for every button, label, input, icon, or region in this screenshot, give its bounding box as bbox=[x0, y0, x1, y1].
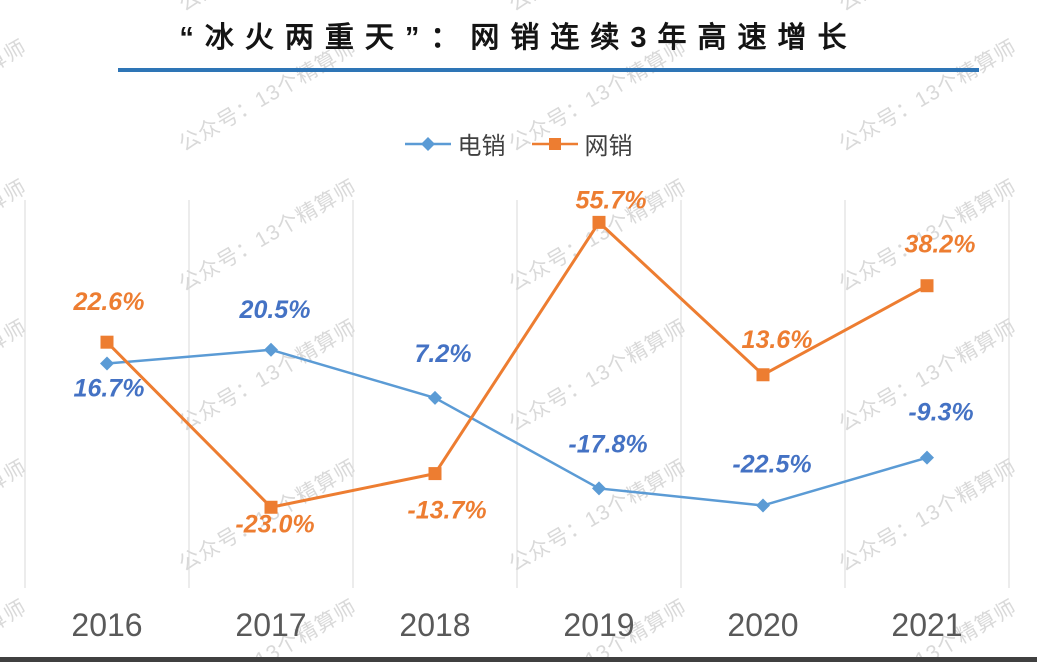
bottom-bar bbox=[0, 657, 1037, 662]
x-axis-label: 2021 bbox=[891, 607, 962, 643]
x-axis-label: 2020 bbox=[727, 607, 798, 643]
x-axis-label: 2019 bbox=[563, 607, 634, 643]
data-label: 20.5% bbox=[239, 296, 311, 324]
data-point-square bbox=[100, 335, 114, 349]
data-point-square bbox=[920, 279, 934, 293]
data-point-square bbox=[756, 368, 770, 382]
data-label: 7.2% bbox=[415, 340, 472, 368]
data-point-diamond bbox=[920, 450, 934, 465]
title-underline bbox=[118, 68, 979, 72]
legend-item-wangxiao: 网销 bbox=[531, 126, 633, 161]
data-label: 16.7% bbox=[74, 375, 145, 403]
legend-item-dianxiao: 电销 bbox=[404, 126, 506, 161]
data-label: 13.6% bbox=[742, 326, 813, 354]
data-point-square bbox=[592, 215, 606, 229]
data-label: -13.7% bbox=[407, 497, 486, 525]
legend-label-wangxiao: 网销 bbox=[584, 133, 633, 160]
data-label: 22.6% bbox=[73, 288, 145, 316]
data-point-diamond bbox=[428, 390, 442, 405]
diamond-marker-icon bbox=[420, 136, 435, 151]
legend-square-marker-icon bbox=[531, 137, 578, 150]
data-point-diamond bbox=[756, 498, 770, 513]
chart-title: “冰火两重天”：网销连续3年高速增长 bbox=[179, 22, 858, 54]
x-axis-label: 2016 bbox=[71, 607, 142, 643]
legend-label-dianxiao: 电销 bbox=[457, 133, 506, 160]
x-axis-label: 2018 bbox=[399, 607, 470, 643]
data-point-diamond bbox=[100, 356, 114, 371]
square-marker-icon bbox=[548, 137, 561, 150]
data-label: 55.7% bbox=[576, 186, 647, 214]
data-label: -22.5% bbox=[732, 450, 811, 478]
series-line-0 bbox=[106, 348, 928, 507]
data-point-diamond bbox=[264, 342, 278, 357]
series-line-1 bbox=[105, 220, 928, 509]
data-point-diamond bbox=[592, 481, 606, 496]
data-label: 38.2% bbox=[905, 231, 976, 259]
x-axis-label: 2017 bbox=[235, 607, 306, 643]
data-label: -17.8% bbox=[568, 430, 647, 458]
legend: 电销 网销 bbox=[0, 126, 1037, 161]
data-label: -9.3% bbox=[908, 399, 973, 427]
data-point-square bbox=[264, 500, 278, 514]
data-label: -23.0% bbox=[235, 510, 314, 538]
data-point-square bbox=[428, 467, 442, 481]
legend-diamond-marker-icon bbox=[404, 136, 451, 151]
